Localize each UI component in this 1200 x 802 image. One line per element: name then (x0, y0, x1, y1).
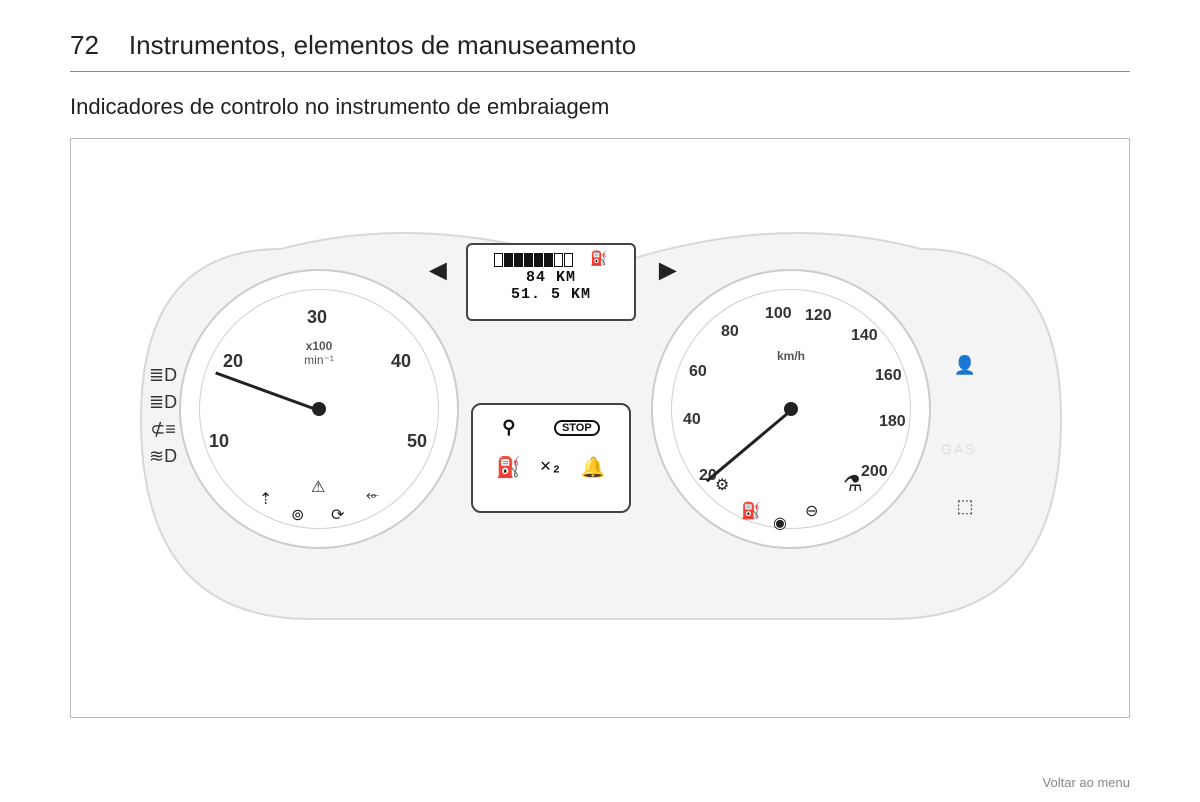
service-icon: ⚲ (502, 417, 515, 439)
airbag-icon: 👤 (951, 355, 979, 376)
rear-fog-icon: ≣D (149, 365, 177, 386)
engine-icon: ⟳ (331, 505, 344, 525)
airbag-off-icon: ✕₂ (540, 455, 562, 481)
glow-plug-icon: ⇡ (259, 489, 272, 509)
brake-system-icon: ⊚ (291, 505, 304, 525)
tach-tick-30: 30 (307, 307, 327, 328)
fuel-gauge-bar: ⛽ (494, 251, 607, 269)
lcd-line1: 84 KM (468, 269, 634, 286)
traction-icon: ⚠ (311, 477, 325, 497)
coolant-icon: ⚗ (843, 471, 863, 497)
gas-label: GAS (941, 441, 977, 457)
handbrake-icon: ◉ (773, 513, 787, 533)
front-fog-icon: ≋D (149, 446, 177, 467)
seatbelt-icon: 🔔 (581, 455, 606, 481)
speed-80: 80 (721, 323, 739, 341)
speed-40: 40 (683, 411, 701, 429)
speed-180: 180 (879, 413, 906, 431)
door-open-icon: ⬚ (951, 496, 979, 517)
tach-tick-50: 50 (407, 431, 427, 452)
lcd-line2: 51. 5 KM (468, 286, 634, 303)
page-header: 72 Instrumentos, elementos de manuseamen… (70, 30, 1130, 61)
instrument-cluster-figure: ◄ ► ⛽ 84 KM 51. 5 KM ⚲ STOP ⛽ ✕₂ 🔔 x100 … (70, 138, 1130, 718)
speed-unit: km/h (653, 349, 929, 363)
chapter-title: Instrumentos, elementos de manuseamento (129, 30, 636, 61)
header-divider (70, 71, 1130, 72)
fuel-pump-icon: ⛽ (590, 252, 607, 268)
lcd-trip-display: ⛽ 84 KM 51. 5 KM (466, 243, 636, 321)
speedometer-gauge: km/h 20 40 60 80 100 120 140 160 180 200… (651, 269, 931, 549)
left-light-icons: ≣D ≣D ⊄≡ ≋D (149, 359, 177, 473)
low-beam-icon: ⊄≡ (149, 419, 177, 440)
tach-tick-40: 40 (391, 351, 411, 372)
right-side-icons: 👤 ⬚ (951, 349, 979, 523)
speed-100: 100 (765, 305, 792, 323)
page-number: 72 (70, 30, 99, 61)
speed-60: 60 (689, 363, 707, 381)
right-turn-icon: ► (653, 254, 683, 288)
lcd-warning-panel: ⚲ STOP ⛽ ✕₂ 🔔 (471, 403, 631, 513)
stop-warning-badge: STOP (554, 420, 600, 436)
fuel-warning-icon: ⛽ (496, 455, 521, 481)
oil-icon: ⊖ (805, 501, 818, 521)
esp-icon: ⚙ (715, 475, 729, 495)
speed-160: 160 (875, 367, 902, 385)
speed-120: 120 (805, 307, 832, 325)
speed-hub (784, 402, 798, 416)
speed-140: 140 (851, 327, 878, 345)
cruise-icon: ⬰ (366, 487, 379, 505)
tach-hub (312, 402, 326, 416)
left-turn-icon: ◄ (423, 254, 453, 288)
back-to-menu-link[interactable]: Voltar ao menu (1043, 775, 1130, 790)
speed-200: 200 (861, 463, 888, 481)
section-title: Indicadores de controlo no instrumento d… (70, 94, 1130, 120)
battery-icon: ⛽ (741, 501, 761, 521)
tach-tick-20: 20 (223, 351, 243, 372)
tach-tick-10: 10 (209, 431, 229, 452)
high-beam-icon: ≣D (149, 392, 177, 413)
tachometer-gauge: x100 min⁻¹ 10 20 30 40 50 ⇡ ⊚ ⚠ ⟳ ⬰ (179, 269, 459, 549)
